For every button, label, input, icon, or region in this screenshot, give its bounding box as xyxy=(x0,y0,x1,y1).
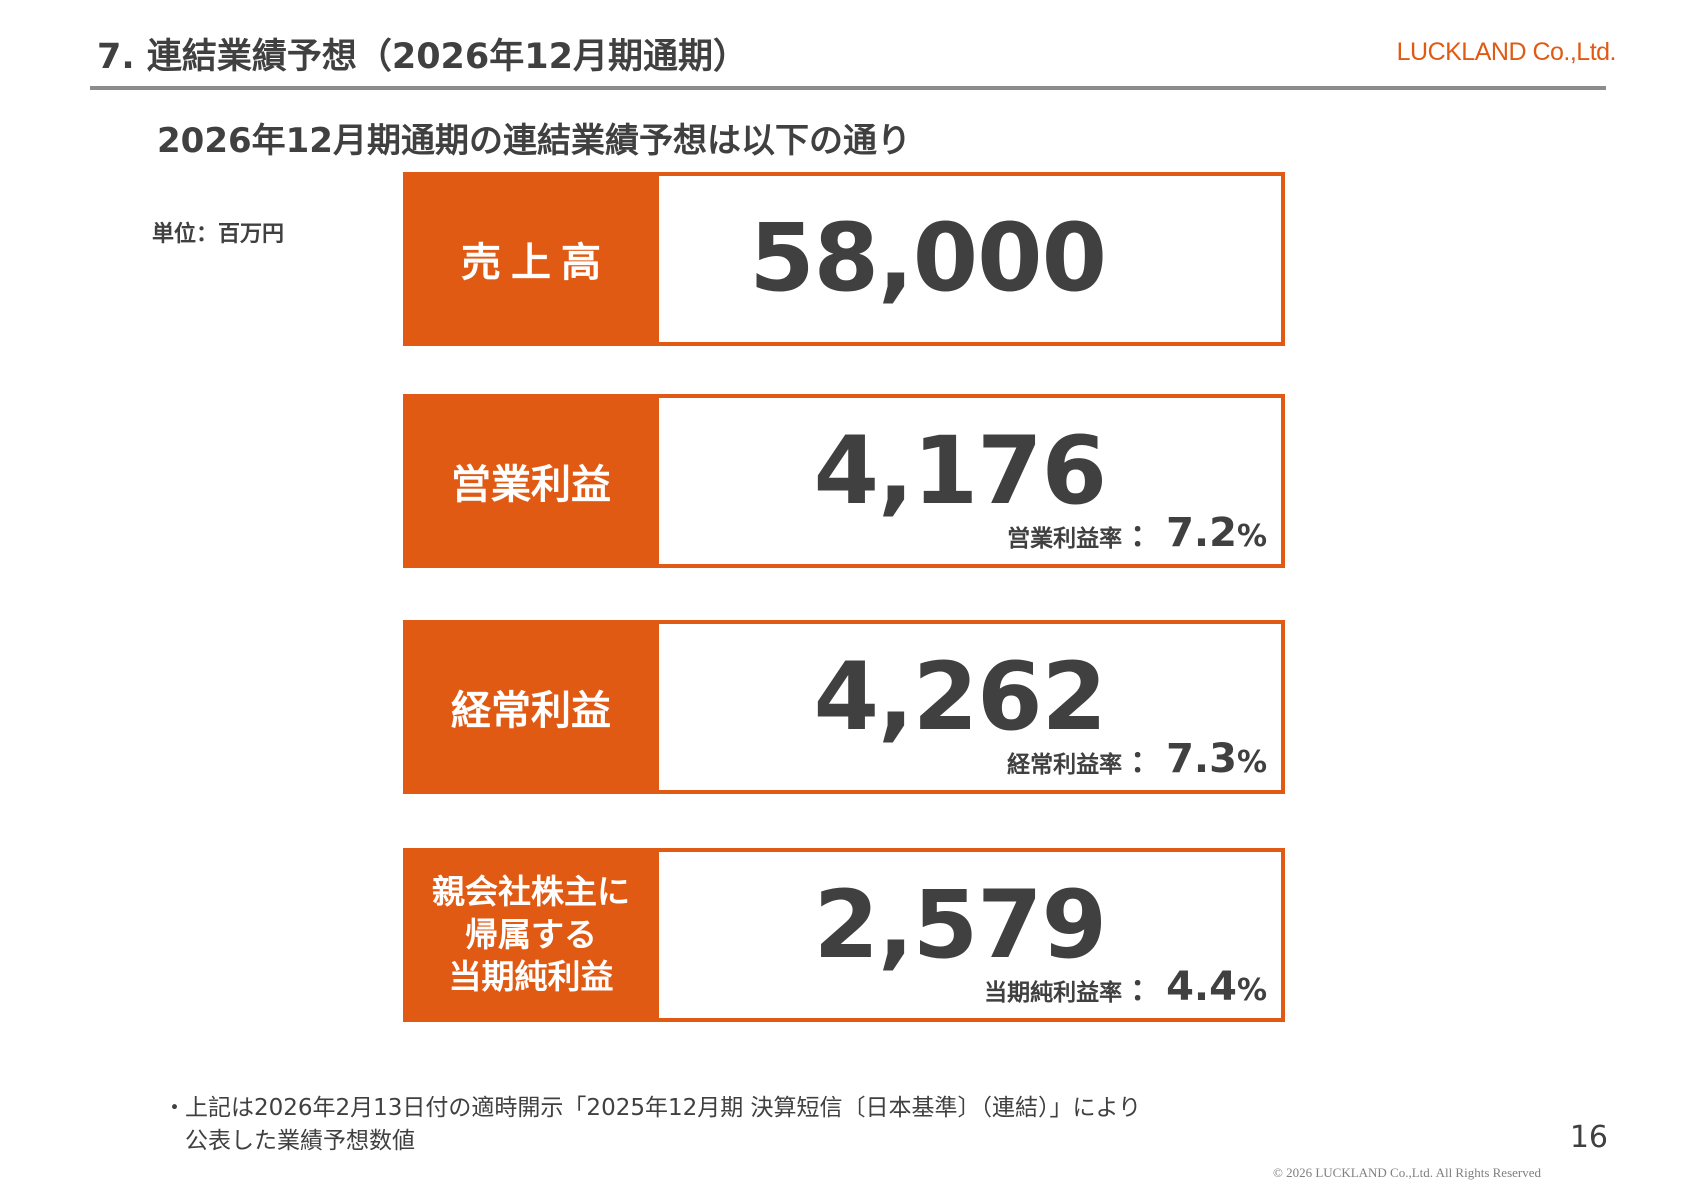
ratio-value: 4.4 xyxy=(1166,964,1237,1010)
kpi-value-net-income: 2,579 xyxy=(813,871,1107,980)
ratio-unit: % xyxy=(1236,519,1267,554)
kpi-card-net-income: 親会社株主に 帰属する 当期純利益 2,579 当期純利益率 ： 4.4 % xyxy=(403,848,1285,1022)
kpi-value-operating-profit: 4,176 xyxy=(813,417,1107,526)
footnote-bullet: ・ xyxy=(163,1095,186,1121)
company-logo: LUCKLAND Co.,Ltd. xyxy=(1396,38,1617,66)
kpi-value-sales: 58,000 xyxy=(749,204,1107,313)
ratio-label: 当期純利益率 xyxy=(984,980,1123,1006)
kpi-ratio-operating-profit: 営業利益率 ： 7.2 % xyxy=(1007,510,1267,556)
ratio-unit: % xyxy=(1236,973,1267,1008)
kpi-label-net-income: 親会社株主に 帰属する 当期純利益 xyxy=(403,848,659,1022)
kpi-ratio-ordinary-profit: 経常利益率 ： 7.3 % xyxy=(1007,736,1267,782)
unit-label: 単位：百万円 xyxy=(152,222,285,247)
title-divider xyxy=(90,86,1606,90)
ratio-label: 経常利益率 xyxy=(1007,752,1123,778)
page-title: 7. 連結業績予想（2026年12月期通期） xyxy=(97,37,748,77)
kpi-value-ordinary-profit: 4,262 xyxy=(813,643,1107,752)
page-number: 16 xyxy=(1569,1120,1608,1155)
kpi-label-operating-profit: 営業利益 xyxy=(403,394,659,568)
kpi-label-sales: 売上高 xyxy=(403,172,659,346)
kpi-card-ordinary-profit: 経常利益 4,262 経常利益率 ： 7.3 % xyxy=(403,620,1285,794)
copyright-notice: © 2026 LUCKLAND Co.,Ltd. All Rights Rese… xyxy=(1272,1165,1541,1180)
section-heading: 2026年12月期通期の連結業績予想は以下の通り xyxy=(157,121,911,161)
ratio-value: 7.3 xyxy=(1166,736,1237,782)
kpi-card-sales: 売上高 58,000 xyxy=(403,172,1285,346)
ratio-colon: ： xyxy=(1130,973,1161,1008)
footnote-text: 上記は2026年2月13日付の適時開示「2025年12月期 決算短信〔日本基準〕… xyxy=(185,1095,1142,1154)
ratio-unit: % xyxy=(1236,745,1267,780)
ratio-colon: ： xyxy=(1130,519,1161,554)
ratio-colon: ： xyxy=(1130,745,1161,780)
ratio-label: 営業利益率 xyxy=(1007,526,1123,552)
kpi-card-operating-profit: 営業利益 4,176 営業利益率 ： 7.2 % xyxy=(403,394,1285,568)
ratio-value: 7.2 xyxy=(1166,510,1237,556)
kpi-ratio-net-income: 当期純利益率 ： 4.4 % xyxy=(984,964,1267,1010)
footnote: ・ 上記は2026年2月13日付の適時開示「2025年12月期 決算短信〔日本基… xyxy=(163,1092,1141,1158)
kpi-label-ordinary-profit: 経常利益 xyxy=(403,620,659,794)
